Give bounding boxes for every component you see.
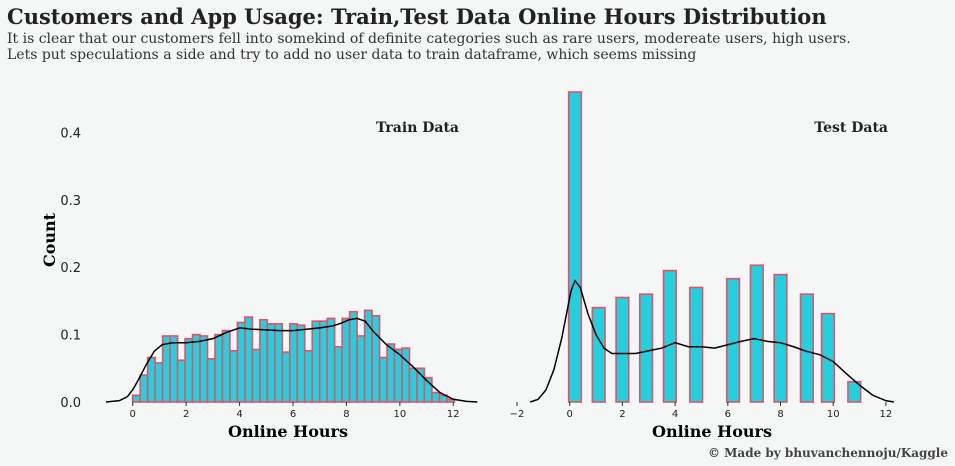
histogram-bar-train <box>409 368 416 402</box>
histogram-bar-train <box>170 336 177 402</box>
histogram-bar-train <box>417 368 424 402</box>
histogram-bar-train <box>230 351 237 402</box>
x-tick-label: 6 <box>290 409 296 420</box>
histogram-bar-train <box>335 347 342 402</box>
histogram-bar-train <box>327 318 334 402</box>
y-tick-label: 0.2 <box>60 261 81 276</box>
histogram-bar-test <box>569 92 582 402</box>
histogram-bar-test <box>774 275 787 402</box>
histogram-bar-test <box>727 279 740 402</box>
histogram-bar-train <box>193 335 200 402</box>
histogram-bar-train <box>320 321 327 402</box>
kde-curve-test <box>530 281 894 402</box>
histogram-bar-train <box>148 358 155 402</box>
x-tick-label: −2 <box>510 409 525 420</box>
histogram-bar-train <box>245 317 252 402</box>
histogram-bar-train <box>305 351 312 402</box>
y-tick-label: 0.3 <box>60 194 81 209</box>
x-tick-label: 4 <box>236 409 242 420</box>
x-tick-label: 12 <box>447 409 460 420</box>
histogram-bar-train <box>380 358 387 402</box>
y-tick-label: 0.4 <box>60 126 81 141</box>
histogram-bar-train <box>200 336 207 402</box>
histogram-bar-train <box>357 336 364 402</box>
x-tick-label: 0 <box>130 409 136 420</box>
y-tick-label: 0.0 <box>60 396 81 411</box>
x-tick-label: 4 <box>672 409 678 420</box>
y-axis-label: Count <box>40 212 59 267</box>
histogram-bar-train <box>215 335 222 402</box>
histogram-bar-test <box>801 294 814 402</box>
histogram-bar-train <box>395 349 402 402</box>
x-tick-label: 10 <box>393 409 406 420</box>
x-axis-label-train: Online Hours <box>228 422 348 441</box>
x-tick-label: 2 <box>619 409 625 420</box>
x-tick-label: 2 <box>183 409 189 420</box>
x-tick-label: 8 <box>777 409 783 420</box>
histogram-bar-test <box>822 314 835 402</box>
histogram-bar-test <box>750 265 763 402</box>
histogram-bar-test <box>690 287 703 402</box>
histogram-bar-train <box>260 320 267 402</box>
histogram-bar-train <box>178 360 185 402</box>
histogram-bar-train <box>133 395 140 402</box>
histogram-bar-train <box>252 349 259 402</box>
histogram-bar-train <box>185 339 192 402</box>
panel-title-train: Train Data <box>376 120 459 136</box>
y-tick-label: 0.1 <box>60 329 81 344</box>
histogram-bar-test <box>640 294 653 402</box>
histogram-bar-train <box>140 375 147 402</box>
histogram-bar-test <box>592 308 605 402</box>
panel-title-test: Test Data <box>814 120 888 136</box>
x-axis-label-test: Online Hours <box>652 422 772 441</box>
histogram-bar-train <box>402 348 409 402</box>
x-tick-label: 10 <box>827 409 840 420</box>
histogram-bar-train <box>290 324 297 402</box>
histogram-bar-train <box>350 312 357 402</box>
histogram-bar-train <box>387 344 394 402</box>
histogram-bar-train <box>342 318 349 402</box>
histogram-bar-train <box>155 363 162 402</box>
histogram-bar-test <box>664 271 677 402</box>
x-tick-label: 12 <box>880 409 893 420</box>
histogram-bar-train <box>282 352 289 402</box>
x-tick-label: 6 <box>725 409 731 420</box>
histogram-bar-train <box>372 316 379 402</box>
x-tick-label: 8 <box>343 409 349 420</box>
histogram-bar-train <box>267 324 274 402</box>
histogram-bar-train <box>297 325 304 402</box>
histogram-bar-train <box>275 324 282 402</box>
histogram-bar-train <box>208 359 215 402</box>
histogram-bar-train <box>312 321 319 402</box>
x-tick-label: 0 <box>567 409 573 420</box>
histogram-bar-train <box>432 393 439 402</box>
credit-text: © Made by bhuvanchennoju/Kaggle <box>708 446 948 460</box>
histogram-bar-train <box>237 322 244 402</box>
histogram-bar-train <box>163 336 170 402</box>
histogram-bar-train <box>222 331 229 402</box>
histogram-bar-test <box>616 298 629 402</box>
